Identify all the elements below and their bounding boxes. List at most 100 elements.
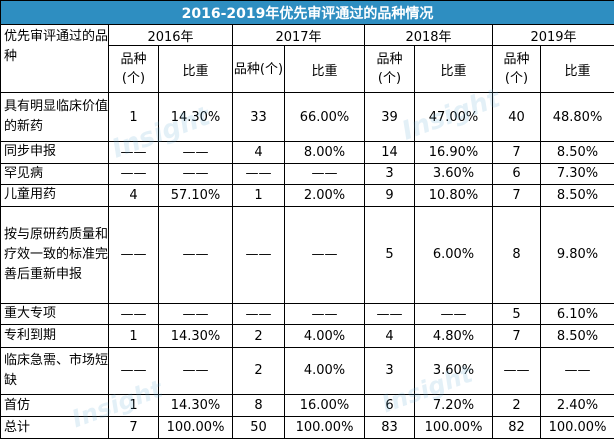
ratio-cell: 6.00% [414,205,493,304]
count-cell: 7 [492,141,541,164]
count-cell: 39 [364,91,415,143]
count-cell: 6 [364,393,415,418]
count-cell: 33 [232,91,285,143]
count-cell: 7 [492,324,541,348]
count-cell: 40 [492,91,541,143]
count-header: 品种(个) [232,45,285,93]
ratio-cell: 3.60% [414,162,493,186]
ratio-cell: —— [284,205,365,304]
count-cell: —— [108,205,159,304]
ratio-cell: 2.00% [284,184,365,207]
count-cell: 2 [232,346,285,395]
count-cell: 8 [232,393,285,418]
ratio-cell: —— [158,141,233,164]
row-label: 总计 [0,416,109,439]
ratio-cell: 16.00% [284,393,365,418]
ratio-cell: 4.80% [414,324,493,348]
count-cell: 6 [492,162,541,186]
ratio-cell: —— [284,302,365,326]
count-cell: 7 [108,416,159,439]
table-row: 总计 7 100.00% 50 100.00% 83 100.00% 82 100.00% [0,416,614,439]
row-label: 专利到期 [0,324,109,348]
count-cell: 82 [492,416,541,439]
ratio-cell: 8.50% [539,324,614,348]
row-label: 首仿 [0,393,109,418]
count-cell: 1 [232,184,285,207]
ratio-cell: 16.90% [414,141,493,164]
ratio-cell: 4.00% [284,346,365,395]
table-row: 罕见病 —— —— —— —— 3 3.60% 6 7.30% [0,162,614,186]
ratio-cell: 3.60% [414,346,493,395]
row-label: 儿童用药 [0,184,109,207]
table-row: 具有明显临床价值的新药 1 14.30% 33 66.00% 39 47.00% 40 48.8… [0,91,614,143]
ratio-cell: 8.50% [539,141,614,164]
count-cell: 7 [492,184,541,207]
year-header: 2019年 [491,24,614,46]
ratio-cell: 14.30% [158,324,233,348]
count-cell: 3 [364,162,415,186]
count-cell: 2 [492,393,541,418]
count-cell: 4 [232,141,285,164]
ratio-cell: —— [284,162,365,186]
ratio-header: 比重 [158,45,233,93]
ratio-cell: 8.00% [284,141,365,164]
ratio-header: 比重 [414,45,493,93]
count-cell: 1 [108,91,159,143]
count-cell: 1 [108,393,159,418]
ratio-cell: 14.30% [158,91,233,143]
ratio-cell: 7.20% [414,393,493,418]
ratio-cell: 10.80% [414,184,493,207]
count-cell: 2 [232,324,285,348]
ratio-cell: —— [158,302,233,326]
ratio-cell: 47.00% [414,91,493,143]
ratio-cell: —— [158,346,233,395]
ratio-cell: 100.00% [158,416,233,439]
count-cell: 50 [232,416,285,439]
ratio-cell: —— [158,205,233,304]
ratio-cell: —— [158,162,233,186]
ratio-cell: 100.00% [284,416,365,439]
ratio-cell: 66.00% [284,91,365,143]
ratio-cell: 9.80% [539,205,614,304]
row-label: 罕见病 [0,162,109,186]
count-cell: 5 [492,302,541,326]
row-label: 按与原研药质量和疗效一致的标准完善后重新申报 [0,205,109,304]
count-cell: —— [108,141,159,164]
count-cell: —— [232,205,285,304]
row-label: 重大专项 [0,302,109,326]
row-header: 优先审评通过的品种 [0,24,109,93]
table-row: 临床急需、市场短缺 —— —— 2 4.00% 3 3.60% —— —— [0,346,614,395]
count-cell: —— [492,346,541,395]
count-cell: 4 [364,324,415,348]
count-cell: —— [108,162,159,186]
table-body: 具有明显临床价值的新药 1 14.30% 33 66.00% 39 47.00% 40 48.8… [0,91,614,439]
table-row: 重大专项 —— —— —— —— —— —— 5 6.10% [0,302,614,326]
row-label: 具有明显临床价值的新药 [0,91,109,143]
count-header: 品种(个) [364,45,415,93]
ratio-cell: —— [539,346,614,395]
count-header: 品种(个) [108,45,159,93]
count-cell: —— [232,302,285,326]
count-cell: 14 [364,141,415,164]
count-cell: 9 [364,184,415,207]
ratio-cell: —— [414,302,493,326]
table-row: 按与原研药质量和疗效一致的标准完善后重新申报 —— —— —— —— 5 6.00% 8 9.8… [0,205,614,304]
table-row: 儿童用药 4 57.10% 1 2.00% 9 10.80% 7 8.50% [0,184,614,207]
count-cell: 5 [364,205,415,304]
table-row: 同步申报 —— —— 4 8.00% 14 16.90% 7 8.50% [0,141,614,164]
ratio-cell: 7.30% [539,162,614,186]
count-cell: —— [108,346,159,395]
ratio-cell: 100.00% [414,416,493,439]
count-header: 品种(个) [492,45,541,93]
table-row: 专利到期 1 14.30% 2 4.00% 4 4.80% 7 8.50% [0,324,614,348]
ratio-cell: 100.00% [539,416,614,439]
ratio-header: 比重 [539,45,614,93]
count-cell: 3 [364,346,415,395]
count-cell: 8 [492,205,541,304]
table-row: 首仿 1 14.30% 8 16.00% 6 7.20% 2 2.40% [0,393,614,418]
ratio-cell: 57.10% [158,184,233,207]
ratio-cell: 6.10% [539,302,614,326]
row-label: 临床急需、市场短缺 [0,346,109,395]
table-title: 2016-2019年优先审评通过的品种情况 [0,0,614,25]
